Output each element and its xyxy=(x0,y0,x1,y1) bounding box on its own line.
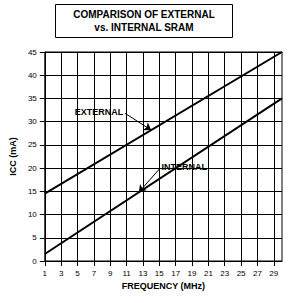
svg-text:9: 9 xyxy=(108,269,113,278)
svg-text:5: 5 xyxy=(75,269,80,278)
svg-text:35: 35 xyxy=(28,94,37,103)
svg-text:1: 1 xyxy=(43,269,48,278)
svg-text:13: 13 xyxy=(138,269,147,278)
svg-text:20: 20 xyxy=(28,164,37,173)
svg-text:7: 7 xyxy=(92,269,97,278)
svg-text:23: 23 xyxy=(220,269,229,278)
svg-text:ICC (mA): ICC (mA) xyxy=(8,137,18,176)
svg-text:30: 30 xyxy=(28,117,37,126)
svg-text:11: 11 xyxy=(122,269,131,278)
svg-text:vs. INTERNAL SRAM: vs. INTERNAL SRAM xyxy=(94,22,193,33)
svg-text:27: 27 xyxy=(253,269,262,278)
svg-text:15: 15 xyxy=(28,187,37,196)
svg-text:17: 17 xyxy=(171,269,180,278)
svg-text:29: 29 xyxy=(269,269,278,278)
svg-text:15: 15 xyxy=(155,269,164,278)
svg-text:25: 25 xyxy=(237,269,246,278)
svg-text:0: 0 xyxy=(32,257,37,266)
svg-text:INTERNAL: INTERNAL xyxy=(161,162,207,172)
svg-text:10: 10 xyxy=(28,210,37,219)
svg-text:FREQUENCY (MHz): FREQUENCY (MHz) xyxy=(122,281,205,291)
svg-text:45: 45 xyxy=(28,48,37,57)
svg-text:COMPARISON OF EXTERNAL: COMPARISON OF EXTERNAL xyxy=(73,9,214,20)
svg-text:EXTERNAL: EXTERNAL xyxy=(75,107,124,117)
svg-text:5: 5 xyxy=(32,233,37,242)
svg-text:3: 3 xyxy=(59,269,64,278)
svg-text:21: 21 xyxy=(204,269,213,278)
svg-text:19: 19 xyxy=(188,269,197,278)
svg-text:25: 25 xyxy=(28,140,37,149)
svg-text:40: 40 xyxy=(28,71,37,80)
